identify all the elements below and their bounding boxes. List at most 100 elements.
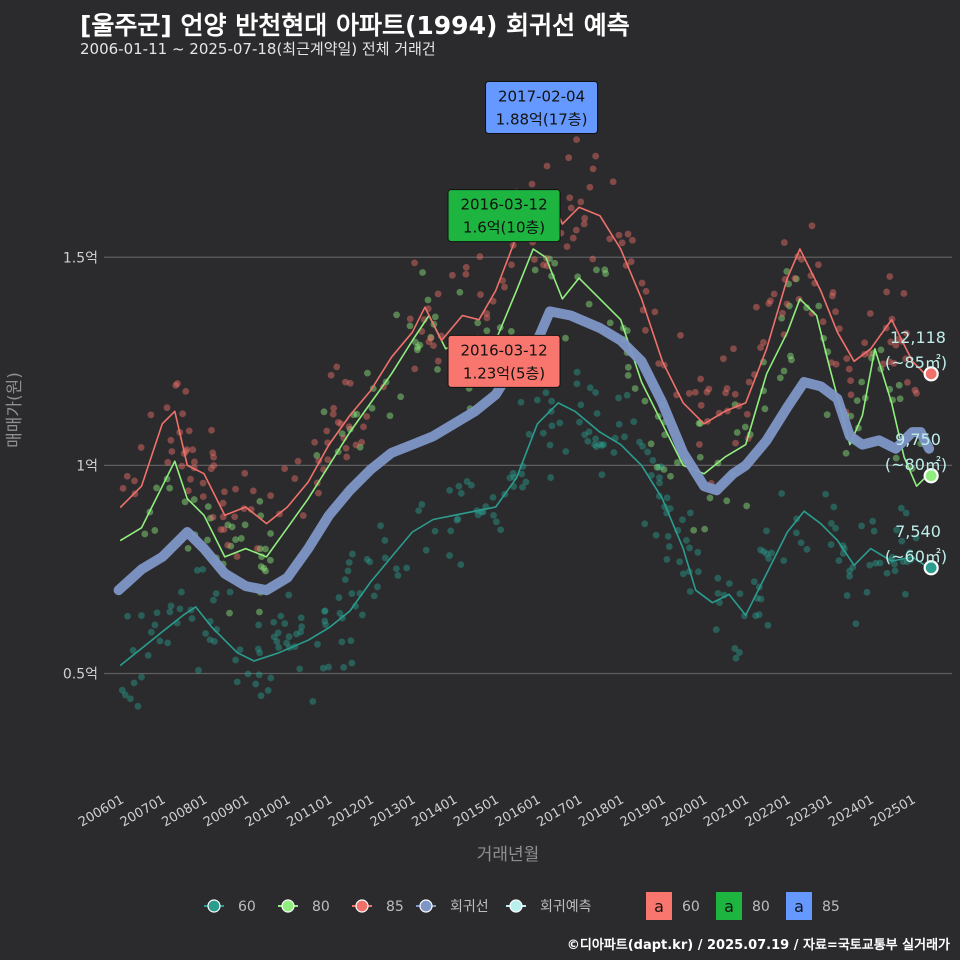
scatter-point [792, 529, 800, 537]
scatter-point [144, 651, 152, 659]
scatter-point [847, 377, 855, 385]
scatter-point [199, 479, 207, 487]
x-tick-label: 202301 [785, 792, 835, 830]
x-tick-label: 200901 [201, 792, 251, 830]
scatter-point [676, 558, 684, 566]
scatter-point [431, 527, 439, 535]
scatter-point [210, 453, 218, 461]
scatter-point [573, 380, 581, 388]
scatter-point [593, 266, 600, 274]
scatter-point [320, 408, 328, 416]
scatter-point [363, 555, 371, 563]
scatter-point [644, 448, 651, 456]
scatter-point [902, 355, 910, 363]
scatter-point [204, 503, 212, 510]
scatter-point [164, 458, 172, 466]
scatter-point [797, 539, 805, 547]
scatter-point [589, 165, 597, 173]
scatter-point [237, 535, 245, 542]
scatter-point [832, 308, 839, 316]
scatter-point [686, 544, 693, 552]
scatter-point [731, 645, 739, 652]
scatter-point [346, 425, 354, 433]
scatter-point [733, 429, 741, 436]
scatter-point [858, 522, 865, 530]
scatter-point [630, 418, 638, 426]
scatter-point [913, 389, 920, 397]
legend-box-label: 85 [822, 899, 840, 915]
scatter-point [151, 527, 159, 534]
scatter-point [895, 381, 903, 389]
scatter-point [677, 331, 684, 339]
scatter-point [467, 481, 475, 489]
scatter-point [232, 536, 239, 544]
legend-label: 85 [386, 899, 404, 915]
scatter-point [624, 230, 632, 238]
scatter-point [254, 645, 262, 653]
scatter-point [663, 494, 671, 502]
scatter-point [377, 522, 384, 530]
scatter-point [842, 449, 850, 457]
scatter-point [208, 426, 215, 434]
scatter-point [793, 515, 800, 523]
scatter-point [652, 531, 660, 539]
scatter-point [792, 275, 800, 283]
scatter-point [431, 313, 439, 321]
scatter-point [679, 570, 687, 578]
legend-box-85 [786, 892, 812, 920]
scatter-point [358, 611, 366, 619]
legend: 60 80 85 회귀선 회귀예측 a 60 a 80 a 85 [204, 892, 840, 920]
scatter-point [226, 588, 234, 596]
scatter-point [298, 623, 306, 631]
scatter-point [178, 462, 186, 470]
scatter-point [209, 449, 217, 457]
scatter-point [189, 446, 197, 454]
scatter-point [455, 482, 463, 490]
scatter-point [147, 411, 155, 419]
scatter-point [656, 474, 663, 482]
scatter-point [580, 220, 588, 228]
scatter-point [228, 523, 236, 531]
scatter-point [573, 136, 580, 144]
scatter-point [722, 389, 729, 397]
scatter-point [319, 664, 327, 672]
scatter-point [425, 338, 433, 346]
y-tick-label: 1억 [76, 458, 98, 474]
scatter-point [581, 431, 589, 439]
scatter-point [255, 671, 263, 679]
scatter-point [325, 663, 332, 671]
scatter-point [892, 341, 900, 349]
scatter-point [655, 463, 663, 471]
scatter-point [294, 457, 302, 465]
scatter-point [858, 378, 866, 386]
annotation-date: 2017-02-04 [498, 87, 585, 105]
scatter-point [827, 541, 835, 548]
scatter-point [137, 444, 145, 451]
scatter-point [366, 558, 374, 566]
scatter-point [525, 430, 533, 438]
x-tick-label: 200801 [160, 792, 210, 830]
scatter-point [291, 475, 299, 482]
annotation-date: 2016-03-12 [460, 196, 547, 214]
scatter-point [434, 290, 442, 298]
scatter-point [419, 269, 426, 276]
scatter-point [539, 429, 547, 437]
scatter-point [780, 367, 788, 375]
scatter-point [257, 563, 265, 570]
scatter-point [663, 556, 671, 563]
scatter-point [274, 629, 282, 637]
scatter-point [750, 578, 758, 586]
scatter-point [356, 443, 364, 451]
scatter-point [118, 686, 126, 694]
scatter-point [166, 484, 174, 492]
scatter-point [446, 552, 453, 559]
scatter-point [697, 375, 705, 383]
scatter-point [631, 385, 639, 392]
end-value-label: 12,118 [890, 328, 946, 347]
scatter-point [573, 368, 581, 376]
scatter-point [788, 356, 795, 364]
scatter-point [345, 423, 353, 431]
scatter-point [211, 638, 218, 645]
scatter-point [627, 258, 635, 265]
scatter-point [591, 441, 598, 448]
